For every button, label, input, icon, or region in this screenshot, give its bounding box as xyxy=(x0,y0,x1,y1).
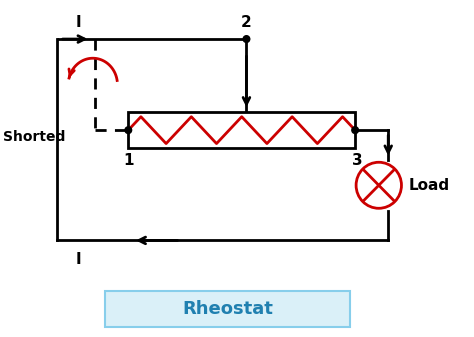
Text: 1: 1 xyxy=(123,153,134,168)
Circle shape xyxy=(356,162,401,208)
Circle shape xyxy=(243,36,250,42)
Bar xyxy=(105,291,350,327)
Text: Load: Load xyxy=(409,178,450,193)
Text: I: I xyxy=(76,16,82,30)
Circle shape xyxy=(352,127,358,133)
Text: Shorted: Shorted xyxy=(3,130,65,144)
Text: 3: 3 xyxy=(352,153,363,168)
Text: Rheostat: Rheostat xyxy=(182,300,273,318)
Text: 2: 2 xyxy=(241,16,252,30)
Circle shape xyxy=(125,127,132,133)
Bar xyxy=(128,112,355,148)
Text: I: I xyxy=(76,252,82,267)
